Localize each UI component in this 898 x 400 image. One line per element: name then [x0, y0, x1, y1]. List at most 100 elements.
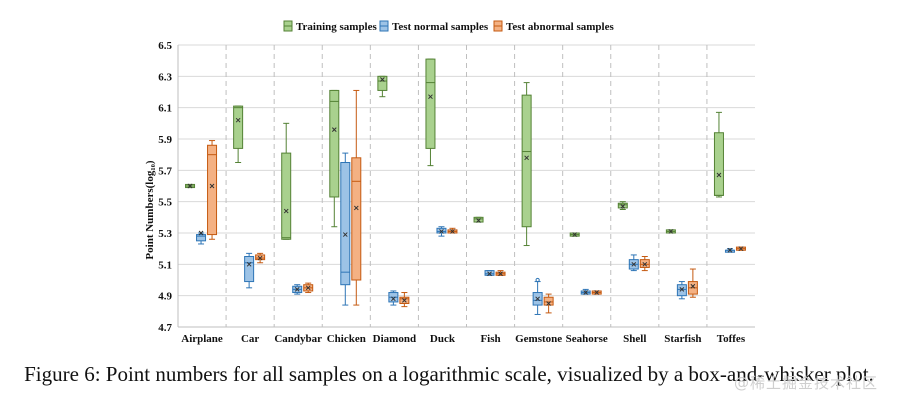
box-mean-marker — [294, 287, 300, 292]
y-tick-label: 4.9 — [158, 291, 172, 303]
box-mean-marker — [524, 155, 529, 161]
boxes — [185, 58, 746, 315]
outlier-point — [535, 277, 540, 283]
box-body — [484, 270, 495, 276]
box-body — [329, 89, 340, 198]
box-mean-marker — [594, 290, 600, 295]
box-mean-marker — [305, 285, 311, 291]
box-candybar-1 — [292, 284, 303, 295]
figure-caption: Figure 6: Point numbers for all samples … — [24, 362, 874, 386]
box-shell-1 — [628, 254, 639, 272]
box-body — [377, 75, 388, 91]
box-car-0 — [233, 105, 244, 163]
box-chicken-1 — [340, 152, 351, 306]
y-tick-label: 5.7 — [158, 165, 172, 177]
box-duck-0 — [425, 58, 436, 167]
box-shell-0 — [617, 201, 628, 210]
box-body — [713, 132, 724, 196]
legend-label: Test abnormal samples — [506, 21, 614, 33]
box-fish-0 — [473, 216, 484, 223]
box-mean-marker — [187, 183, 193, 189]
y-tick-label: 6.3 — [158, 71, 172, 83]
y-tick-label: 5.9 — [158, 134, 172, 146]
box-diamond-1 — [388, 290, 399, 306]
box-body — [281, 152, 292, 240]
box-mean-marker — [620, 204, 626, 209]
box-mean-marker — [631, 261, 637, 267]
x-tick-label: Starfish — [664, 333, 701, 345]
box-mean-marker — [583, 290, 589, 295]
x-tick-label: Seahorse — [566, 333, 608, 345]
box-candybar-2 — [303, 282, 314, 294]
box-shell-2 — [639, 256, 650, 272]
box-duck-2 — [447, 227, 458, 234]
box-seahorse-2 — [591, 290, 602, 295]
box-mean-marker — [476, 218, 481, 223]
box-body — [521, 94, 532, 228]
box-mean-marker — [546, 301, 551, 306]
box-body — [425, 58, 436, 149]
box-mean-marker — [487, 271, 492, 277]
axes — [177, 45, 755, 328]
y-tick-label: 6.1 — [158, 103, 172, 115]
box-mean-marker — [439, 229, 444, 234]
x-tick-label: Diamond — [373, 333, 416, 345]
box-candybar-0 — [281, 122, 292, 240]
box-mean-marker — [209, 183, 215, 189]
y-axis-label: Point Numbers(log₁₀) — [144, 160, 156, 260]
x-tick-label: Duck — [430, 333, 456, 345]
box-car-1 — [244, 252, 255, 289]
box-starfish-0 — [665, 229, 676, 234]
box-body — [233, 105, 244, 149]
box-chicken-2 — [351, 89, 362, 306]
box-mean-marker — [198, 230, 204, 236]
box-body — [473, 216, 484, 223]
box-body — [196, 234, 207, 242]
box-seahorse-1 — [580, 288, 591, 295]
box-body — [340, 162, 351, 286]
box-mean-marker — [331, 127, 337, 132]
box-body — [436, 227, 447, 234]
y-tick-label: 5.1 — [158, 259, 172, 271]
box-mean-marker — [257, 255, 263, 261]
legend: Training samples Test normal samples Test … — [283, 20, 614, 33]
box-mean-marker — [572, 232, 578, 237]
box-seahorse-0 — [569, 232, 580, 237]
box-mean-marker — [668, 229, 674, 234]
legend-label: Test normal samples — [392, 21, 489, 33]
box-body — [617, 202, 628, 209]
box-body — [639, 259, 650, 268]
x-tick-labels: Airplane Car Candybar Chicken Diamond Duck Fis… — [181, 333, 746, 345]
box-mean-marker — [498, 271, 503, 277]
box-airplane-0 — [185, 183, 196, 189]
box-starfish-1 — [676, 281, 687, 300]
box-airplane-2 — [207, 140, 218, 240]
x-tick-label: Airplane — [181, 333, 223, 345]
x-tick-label: Car — [241, 333, 259, 345]
box-car-2 — [255, 252, 266, 264]
x-tick-label: Candybar — [274, 333, 322, 345]
box-body — [207, 144, 218, 236]
y-tick-label: 5.5 — [158, 197, 172, 209]
box-body — [543, 296, 554, 306]
box-toffes-1 — [724, 247, 735, 253]
legend-label: Training samples — [296, 21, 378, 33]
y-tick-label: 5.3 — [158, 228, 172, 240]
box-starfish-2 — [687, 268, 698, 298]
box-mean-marker — [353, 205, 359, 211]
x-tick-label: Fish — [480, 333, 500, 345]
box-body — [676, 284, 687, 297]
box-mean-marker — [235, 117, 241, 123]
box-toffes-2 — [735, 246, 746, 252]
box-mean-marker — [380, 77, 385, 82]
box-mean-marker — [246, 261, 252, 267]
x-tick-label: Toffes — [717, 333, 746, 345]
y-tick-labels: 6.5 6.3 6.1 5.9 5.7 5.5 5.3 5.1 4.9 4.7 — [158, 40, 172, 334]
box-fish-1 — [484, 270, 495, 277]
box-mean-marker — [450, 229, 455, 234]
box-body — [255, 254, 266, 261]
gridlines — [178, 44, 755, 328]
box-mean-marker — [727, 247, 733, 253]
category-separators — [225, 45, 708, 327]
box-mean-marker — [535, 296, 540, 302]
